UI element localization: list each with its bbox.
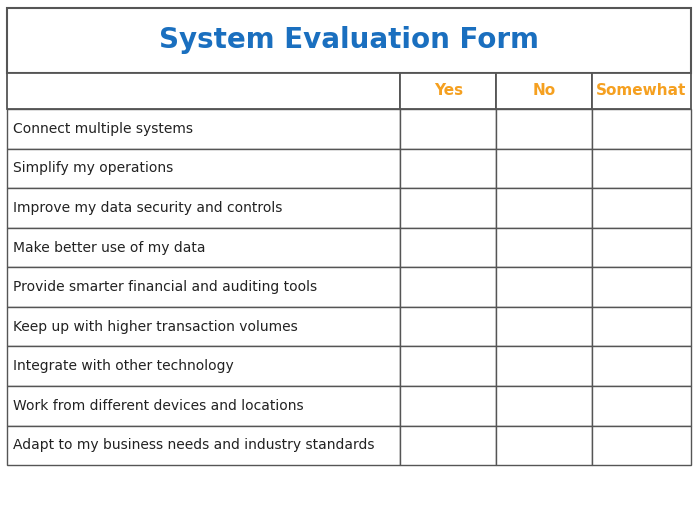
Text: Improve my data security and controls: Improve my data security and controls: [13, 201, 282, 215]
Bar: [7, 228, 401, 267]
Bar: [7, 109, 401, 149]
Bar: [401, 188, 496, 228]
Bar: [401, 346, 496, 386]
Bar: [401, 386, 496, 426]
Bar: [401, 267, 496, 307]
Text: Keep up with higher transaction volumes: Keep up with higher transaction volumes: [13, 320, 297, 334]
Bar: [401, 149, 496, 188]
Bar: [401, 73, 496, 109]
Bar: [592, 307, 691, 346]
Text: Provide smarter financial and auditing tools: Provide smarter financial and auditing t…: [13, 280, 317, 294]
Bar: [592, 228, 691, 267]
Bar: [7, 386, 401, 426]
Bar: [592, 346, 691, 386]
Bar: [496, 73, 592, 109]
Bar: [496, 386, 592, 426]
Text: Integrate with other technology: Integrate with other technology: [13, 359, 233, 373]
Bar: [401, 228, 496, 267]
Text: Adapt to my business needs and industry standards: Adapt to my business needs and industry …: [13, 438, 374, 452]
Bar: [7, 188, 401, 228]
Bar: [496, 109, 592, 149]
Text: Make better use of my data: Make better use of my data: [13, 241, 205, 254]
Bar: [592, 426, 691, 465]
Bar: [592, 109, 691, 149]
Bar: [7, 149, 401, 188]
Bar: [7, 346, 401, 386]
Bar: [592, 149, 691, 188]
Text: Yes: Yes: [433, 83, 463, 98]
Bar: [496, 267, 592, 307]
Bar: [592, 267, 691, 307]
Text: System Evaluation Form: System Evaluation Form: [159, 26, 539, 54]
Bar: [7, 426, 401, 465]
Bar: [496, 188, 592, 228]
Bar: [401, 426, 496, 465]
Bar: [496, 426, 592, 465]
Bar: [7, 267, 401, 307]
Bar: [496, 346, 592, 386]
Bar: [592, 73, 691, 109]
Text: No: No: [533, 83, 556, 98]
Text: Somewhat: Somewhat: [596, 83, 687, 98]
Bar: [592, 188, 691, 228]
Text: Work from different devices and locations: Work from different devices and location…: [13, 399, 303, 413]
Bar: [496, 228, 592, 267]
Bar: [496, 149, 592, 188]
Text: Connect multiple systems: Connect multiple systems: [13, 122, 193, 136]
Bar: [401, 307, 496, 346]
Bar: [7, 8, 691, 73]
Bar: [401, 109, 496, 149]
Bar: [7, 307, 401, 346]
Bar: [7, 73, 401, 109]
Bar: [496, 307, 592, 346]
Bar: [592, 386, 691, 426]
Text: Simplify my operations: Simplify my operations: [13, 161, 173, 175]
